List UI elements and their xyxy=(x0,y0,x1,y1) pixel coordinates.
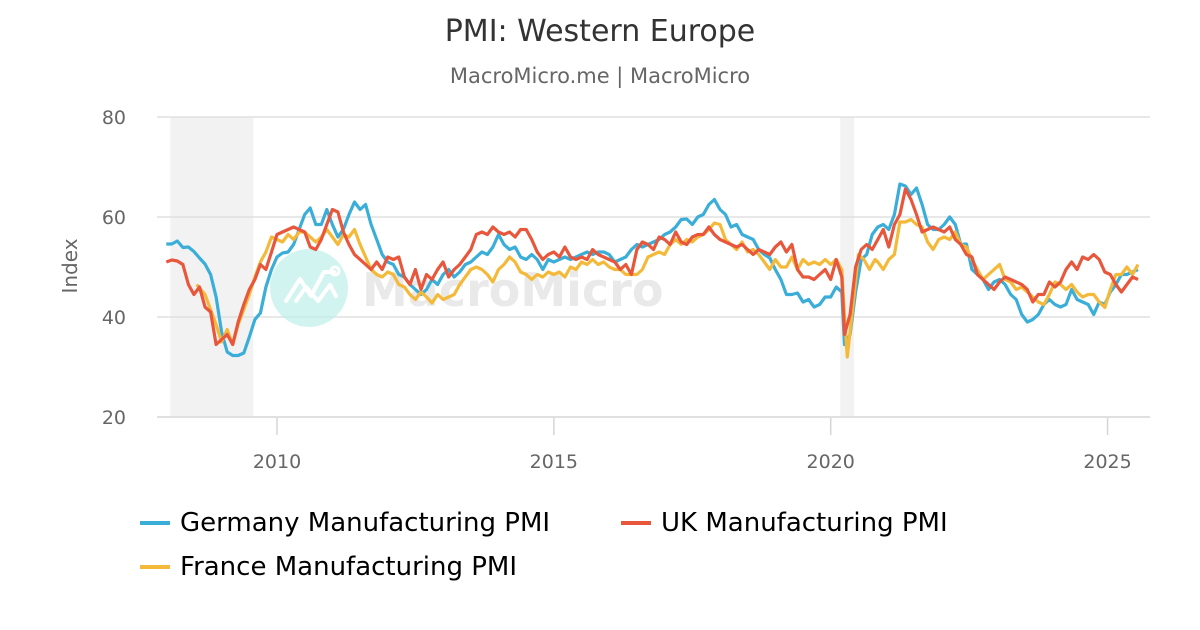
series-line-uk[interactable] xyxy=(165,187,1139,347)
legend-label: France Manufacturing PMI xyxy=(180,552,518,582)
legend-label: Germany Manufacturing PMI xyxy=(180,508,551,538)
legend-item-germany[interactable]: Germany Manufacturing PMI xyxy=(140,508,550,538)
legend-item-france[interactable]: France Manufacturing PMI xyxy=(140,552,517,582)
legend-swatch-france xyxy=(140,565,170,569)
legend-item-uk[interactable]: UK Manufacturing PMI xyxy=(621,508,948,538)
chart-title: PMI: Western Europe xyxy=(444,14,756,49)
macromicro-logo-icon xyxy=(270,249,348,327)
x-tick-label: 2015 xyxy=(530,451,578,473)
watermark-text: MacroMicro xyxy=(362,263,663,317)
axes: 20 40 60 80 2010 2015 2020 2025 xyxy=(102,107,1132,473)
legend-swatch-uk xyxy=(621,521,651,525)
legend-label: UK Manufacturing PMI xyxy=(661,508,948,538)
chart-subtitle: MacroMicro.me | MacroMicro xyxy=(449,64,751,88)
y-tick-label: 80 xyxy=(102,107,126,129)
y-tick-label: 60 xyxy=(102,207,126,229)
legend-swatch-germany xyxy=(140,521,170,525)
y-tick-label: 20 xyxy=(102,407,126,429)
y-tick-label: 40 xyxy=(102,307,126,329)
x-tick-label: 2010 xyxy=(253,451,301,473)
x-tick-label: 2025 xyxy=(1083,451,1131,473)
x-tick-label: 2020 xyxy=(807,451,855,473)
y-axis-label: Index xyxy=(58,238,82,293)
series-lines xyxy=(165,182,1140,359)
shaded-period xyxy=(840,117,855,417)
watermark: MacroMicro xyxy=(270,249,663,327)
